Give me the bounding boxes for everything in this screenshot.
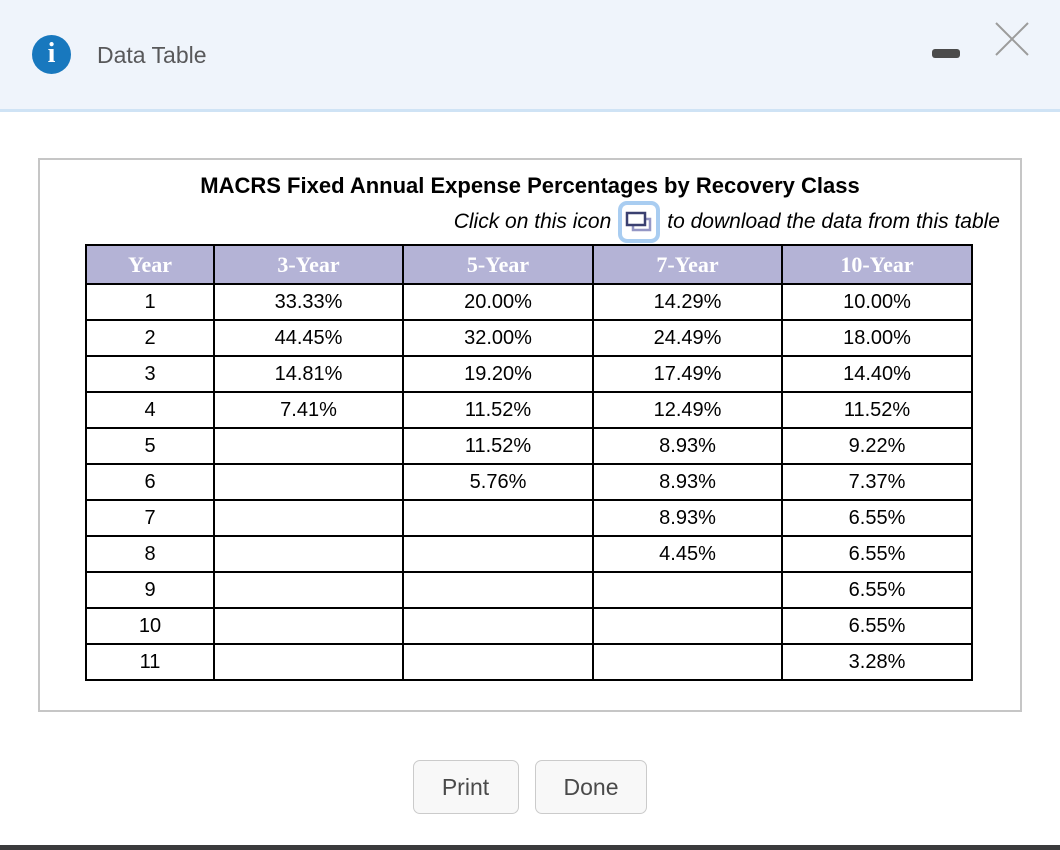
table-cell bbox=[592, 607, 783, 645]
table-cell: 5.76% bbox=[402, 463, 594, 501]
instruction-text-before: Click on this icon bbox=[453, 210, 612, 233]
table-cell: 6.55% bbox=[781, 571, 973, 609]
download-data-button[interactable] bbox=[618, 201, 661, 243]
minimize-button[interactable] bbox=[926, 38, 966, 62]
instruction-text-after: to download the data from this table bbox=[667, 210, 1000, 233]
table-cell: 14.81% bbox=[213, 355, 404, 393]
table-cell: 7.41% bbox=[213, 391, 404, 429]
column-header: 3-Year bbox=[213, 244, 404, 285]
footer-actions: Print Done bbox=[0, 760, 1060, 814]
table-cell: 6 bbox=[85, 463, 215, 501]
table-row: 11 3.28% bbox=[85, 643, 973, 681]
table-header-row: Year 3-Year 5-Year 7-Year 10-Year bbox=[85, 244, 973, 285]
table-cell: 14.29% bbox=[592, 283, 783, 321]
table-cell: 5 bbox=[85, 427, 215, 465]
panel-title: MACRS Fixed Annual Expense Percentages b… bbox=[200, 173, 860, 198]
table-cell: 1 bbox=[85, 283, 215, 321]
close-icon bbox=[995, 22, 1029, 56]
table-cell: 6.55% bbox=[781, 607, 973, 645]
table-cell: 4.45% bbox=[592, 535, 783, 573]
copy-rectangles-icon bbox=[626, 211, 652, 232]
table-cell: 7 bbox=[85, 499, 215, 537]
table-row: 6 5.76% 8.93% 7.37% bbox=[85, 463, 973, 501]
table-cell: 2 bbox=[85, 319, 215, 357]
table-cell: 14.40% bbox=[781, 355, 973, 393]
page-bottom-edge bbox=[0, 845, 1060, 850]
table-row: 4 7.41% 11.52% 12.49% 11.52% bbox=[85, 391, 973, 429]
table-cell: 8.93% bbox=[592, 463, 783, 501]
table-row: 2 44.45% 32.00% 24.49% 18.00% bbox=[85, 319, 973, 357]
table-cell bbox=[402, 607, 594, 645]
table-cell: 20.00% bbox=[402, 283, 594, 321]
download-instruction: Click on this icon to download the data … bbox=[40, 200, 1020, 244]
table-cell: 3 bbox=[85, 355, 215, 393]
table-cell: 11.52% bbox=[402, 391, 594, 429]
column-header: 10-Year bbox=[781, 244, 973, 285]
table-cell: 8 bbox=[85, 535, 215, 573]
info-icon: i bbox=[32, 35, 71, 74]
table-row: 1 33.33% 20.00% 14.29% 10.00% bbox=[85, 283, 973, 321]
table-cell: 17.49% bbox=[592, 355, 783, 393]
table-row: 8 4.45% 6.55% bbox=[85, 535, 973, 573]
table-cell: 12.49% bbox=[592, 391, 783, 429]
table-cell bbox=[402, 643, 594, 681]
table-cell bbox=[213, 643, 404, 681]
table-body: 1 33.33% 20.00% 14.29% 10.00% 2 44.45% 32.00% 24… bbox=[85, 283, 973, 681]
table-cell: 33.33% bbox=[213, 283, 404, 321]
table-cell: 7.37% bbox=[781, 463, 973, 501]
table-cell: 8.93% bbox=[592, 499, 783, 537]
table-cell: 11.52% bbox=[402, 427, 594, 465]
table-cell: 24.49% bbox=[592, 319, 783, 357]
table-cell: 8.93% bbox=[592, 427, 783, 465]
print-button[interactable]: Print bbox=[412, 760, 519, 814]
table-cell bbox=[213, 463, 404, 501]
table-cell: 9 bbox=[85, 571, 215, 609]
table-cell: 6.55% bbox=[781, 535, 973, 573]
dialog-titlebar: i Data Table bbox=[0, 0, 1060, 112]
table-cell: 9.22% bbox=[781, 427, 973, 465]
table-cell: 6.55% bbox=[781, 499, 973, 537]
table-cell: 11 bbox=[85, 643, 215, 681]
table-cell: 3.28% bbox=[781, 643, 973, 681]
minimize-icon bbox=[932, 48, 960, 58]
dialog-title: Data Table bbox=[97, 42, 207, 68]
table-cell: 11.52% bbox=[781, 391, 973, 429]
table-cell bbox=[402, 535, 594, 573]
table-cell bbox=[592, 571, 783, 609]
table-cell bbox=[213, 571, 404, 609]
table-row: 9 6.55% bbox=[85, 571, 973, 609]
macrs-table: Year 3-Year 5-Year 7-Year 10-Year 1 33.33% 20.… bbox=[85, 244, 973, 681]
data-panel: MACRS Fixed Annual Expense Percentages b… bbox=[38, 158, 1022, 712]
table-row: 3 14.81% 19.20% 17.49% 14.40% bbox=[85, 355, 973, 393]
done-button[interactable]: Done bbox=[534, 760, 648, 814]
table-cell: 18.00% bbox=[781, 319, 973, 357]
close-button[interactable] bbox=[990, 16, 1034, 60]
table-cell: 32.00% bbox=[402, 319, 594, 357]
table-cell: 10 bbox=[85, 607, 215, 645]
table-cell: 10.00% bbox=[781, 283, 973, 321]
table-cell bbox=[213, 607, 404, 645]
table-row: 7 8.93% 6.55% bbox=[85, 499, 973, 537]
column-header: 7-Year bbox=[592, 244, 783, 285]
table-cell bbox=[213, 427, 404, 465]
table-row: 10 6.55% bbox=[85, 607, 973, 645]
table-cell bbox=[213, 535, 404, 573]
table-row: 5 11.52% 8.93% 9.22% bbox=[85, 427, 973, 465]
table-cell bbox=[592, 643, 783, 681]
table-cell: 4 bbox=[85, 391, 215, 429]
table-cell: 19.20% bbox=[402, 355, 594, 393]
column-header: Year bbox=[85, 244, 215, 285]
table-cell bbox=[213, 499, 404, 537]
column-header: 5-Year bbox=[402, 244, 594, 285]
table-cell: 44.45% bbox=[213, 319, 404, 357]
table-cell bbox=[402, 499, 594, 537]
table-cell bbox=[402, 571, 594, 609]
